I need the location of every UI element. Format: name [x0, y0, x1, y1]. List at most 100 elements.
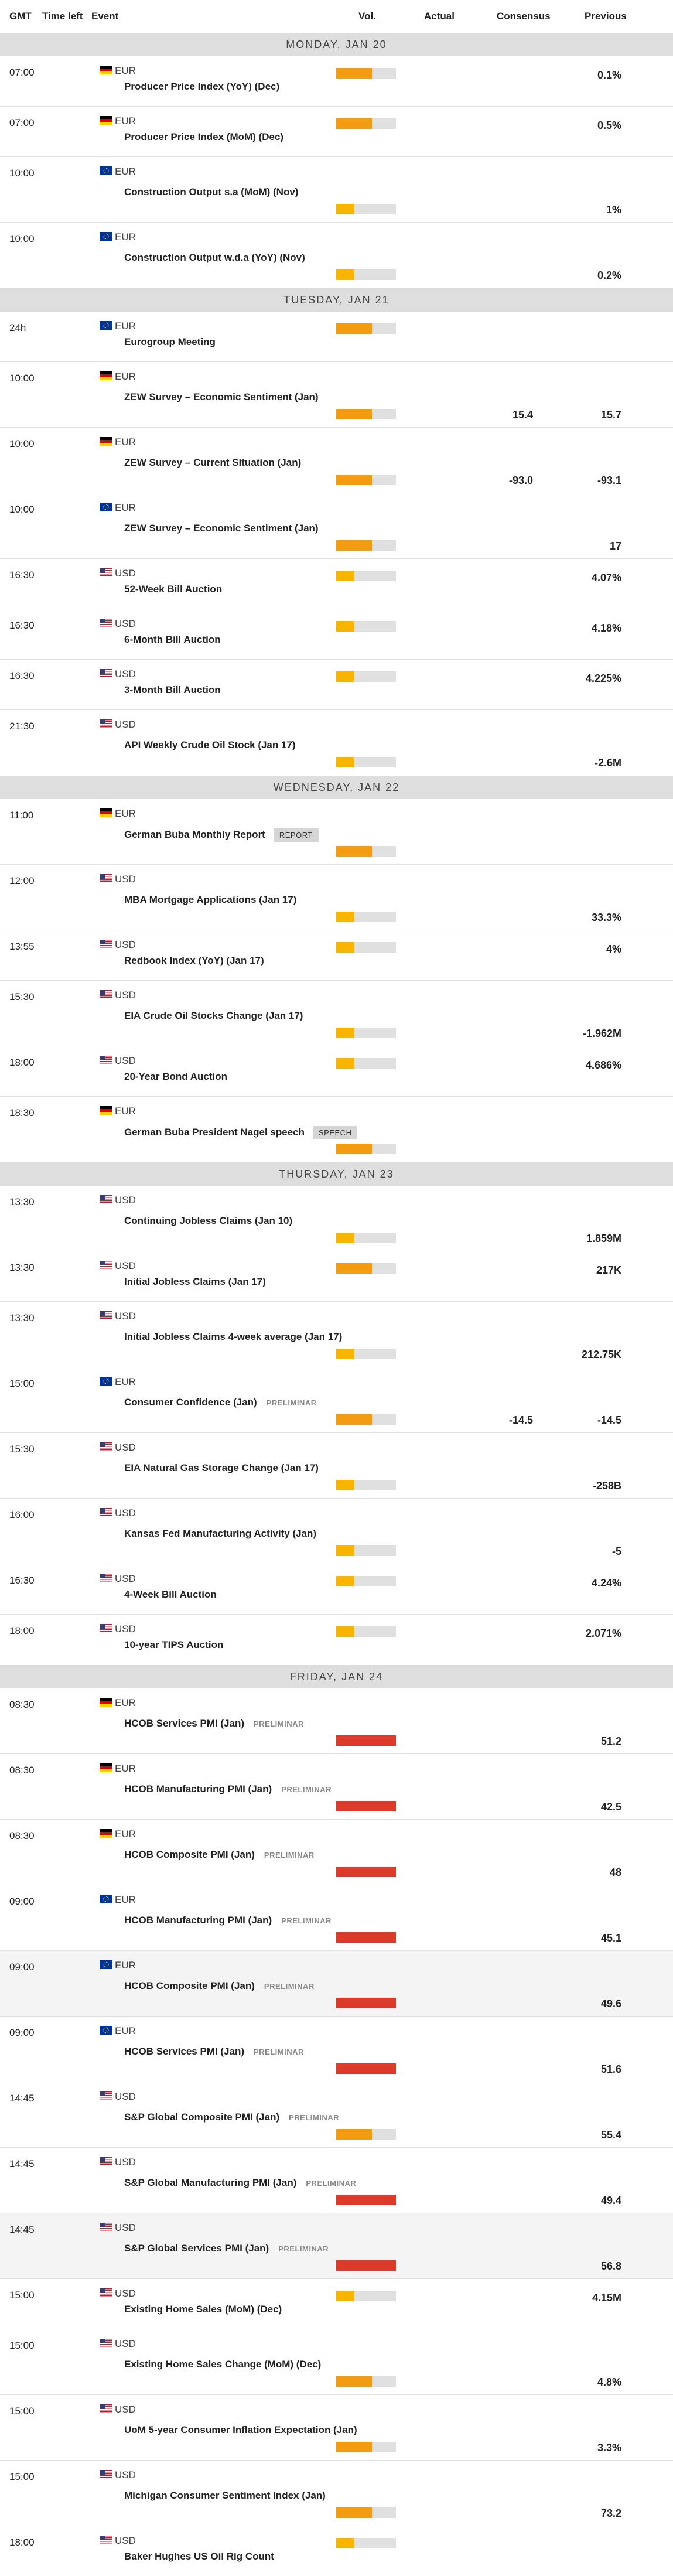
event-row[interactable]: 08:30 EUR HCOB Composite PMI (Jan) PRELIMIN…	[0, 1820, 673, 1885]
event-row[interactable]: 15:00 USD Existing Home Sales Change (MoM)…	[0, 2329, 673, 2395]
event-row[interactable]: 15:30 USD EIA Crude Oil Stocks Change (Jan…	[0, 981, 673, 1046]
event-row[interactable]: 18:30 EUR German Buba President Nagel spee…	[0, 1097, 673, 1162]
event-name-text[interactable]: Redbook Index (YoY) (Jan 17)	[124, 955, 264, 966]
event-name-text[interactable]: Producer Price Index (MoM) (Dec)	[124, 131, 284, 142]
event-name[interactable]: Continuing Jobless Claims (Jan 10)	[124, 1215, 292, 1227]
event-row[interactable]: 10:00 EUR ZEW Survey – Current Situation (…	[0, 428, 673, 493]
event-name-text[interactable]: Initial Jobless Claims (Jan 17)	[124, 1276, 266, 1287]
event-row[interactable]: 18:00 USD Baker Hughes US Oil Rig Count	[0, 2526, 673, 2576]
event-row[interactable]: 15:30 USD EIA Natural Gas Storage Change (…	[0, 1433, 673, 1499]
event-name[interactable]: Existing Home Sales (MoM) (Dec)	[124, 2304, 282, 2315]
header-actual[interactable]: Actual	[424, 11, 455, 22]
event-row[interactable]: 18:00 USD 10-year TIPS Auction 2.071%	[0, 1615, 673, 1664]
event-name-text[interactable]: S&P Global Composite PMI (Jan)	[124, 2111, 280, 2123]
event-row[interactable]: 14:45 USD S&P Global Composite PMI (Jan) PR…	[0, 2082, 673, 2148]
event-name-text[interactable]: 6-Month Bill Auction	[124, 634, 221, 645]
event-name[interactable]: HCOB Manufacturing PMI (Jan) PRELIMINAR	[124, 1915, 332, 1926]
event-name-text[interactable]: ZEW Survey – Current Situation (Jan)	[124, 457, 302, 468]
event-name[interactable]: Eurogroup Meeting	[124, 336, 216, 348]
event-name-text[interactable]: S&P Global Manufacturing PMI (Jan)	[124, 2177, 297, 2188]
header-vol[interactable]: Vol.	[358, 11, 376, 22]
event-name[interactable]: Kansas Fed Manufacturing Activity (Jan)	[124, 1528, 316, 1540]
event-name-text[interactable]: Initial Jobless Claims 4-week average (J…	[124, 1331, 343, 1342]
event-row[interactable]: 16:30 USD 52-Week Bill Auction 4.07%	[0, 559, 673, 609]
event-name[interactable]: EIA Crude Oil Stocks Change (Jan 17)	[124, 1010, 303, 1022]
event-row[interactable]: 24h EUR Eurogroup Meeting	[0, 312, 673, 362]
event-name-text[interactable]: Continuing Jobless Claims (Jan 10)	[124, 1215, 293, 1226]
event-name[interactable]: HCOB Composite PMI (Jan) PRELIMINAR	[124, 1849, 315, 1861]
event-name[interactable]: 6-Month Bill Auction	[124, 634, 221, 646]
event-name[interactable]: 3-Month Bill Auction	[124, 684, 221, 696]
event-name[interactable]: S&P Global Manufacturing PMI (Jan) PRELIM…	[124, 2177, 356, 2189]
event-name-text[interactable]: ZEW Survey – Economic Sentiment (Jan)	[124, 523, 319, 534]
event-row[interactable]: 16:00 USD Kansas Fed Manufacturing Activit…	[0, 1499, 673, 1564]
event-row[interactable]: 13:30 USD Initial Jobless Claims (Jan 17) 2…	[0, 1251, 673, 1302]
event-name-text[interactable]: HCOB Composite PMI (Jan)	[124, 1849, 255, 1860]
event-name-text[interactable]: UoM 5-year Consumer Inflation Expectatio…	[124, 2424, 357, 2435]
event-name[interactable]: Initial Jobless Claims (Jan 17)	[124, 1276, 266, 1288]
event-name[interactable]: HCOB Services PMI (Jan) PRELIMINAR	[124, 1718, 304, 1729]
event-name-text[interactable]: German Buba Monthly Report	[124, 829, 265, 840]
event-name-text[interactable]: HCOB Composite PMI (Jan)	[124, 1980, 255, 1991]
event-name[interactable]: MBA Mortgage Applications (Jan 17)	[124, 894, 296, 906]
event-name-text[interactable]: S&P Global Services PMI (Jan)	[124, 2243, 269, 2254]
event-name-text[interactable]: Construction Output w.d.a (YoY) (Nov)	[124, 252, 305, 263]
event-row[interactable]: 13:30 USD Initial Jobless Claims 4-week av…	[0, 1302, 673, 1367]
event-name[interactable]: Consumer Confidence (Jan) PRELIMINAR	[124, 1397, 317, 1408]
event-name[interactable]: Michigan Consumer Sentiment Index (Jan)	[124, 2490, 326, 2502]
event-row[interactable]: 14:45 USD S&P Global Manufacturing PMI (Ja…	[0, 2148, 673, 2213]
event-name[interactable]: ZEW Survey – Economic Sentiment (Jan)	[124, 523, 319, 534]
event-row[interactable]: 10:00 EUR Construction Output w.d.a (YoY) …	[0, 223, 673, 288]
event-name-text[interactable]: 3-Month Bill Auction	[124, 684, 221, 695]
event-name[interactable]: 52-Week Bill Auction	[124, 584, 222, 595]
event-name-text[interactable]: 20-Year Bond Auction	[124, 1071, 228, 1082]
header-time-left[interactable]: Time left	[42, 11, 83, 22]
event-name-text[interactable]: API Weekly Crude Oil Stock (Jan 17)	[124, 739, 296, 750]
event-name[interactable]: 4-Week Bill Auction	[124, 1589, 217, 1601]
event-row[interactable]: 13:30 USD Continuing Jobless Claims (Jan 1…	[0, 1186, 673, 1251]
event-row[interactable]: 16:30 USD 3-Month Bill Auction 4.225%	[0, 660, 673, 710]
event-name[interactable]: Baker Hughes US Oil Rig Count	[124, 2551, 274, 2563]
event-row[interactable]: 18:00 USD 20-Year Bond Auction 4.686%	[0, 1046, 673, 1097]
event-name[interactable]: Producer Price Index (MoM) (Dec)	[124, 131, 283, 143]
event-name-text[interactable]: EIA Natural Gas Storage Change (Jan 17)	[124, 1462, 319, 1473]
event-name-text[interactable]: Producer Price Index (YoY) (Dec)	[124, 81, 280, 92]
event-name-text[interactable]: Consumer Confidence (Jan)	[124, 1397, 257, 1408]
event-row[interactable]: 15:00 USD Michigan Consumer Sentiment Inde…	[0, 2461, 673, 2526]
event-name[interactable]: ZEW Survey – Current Situation (Jan)	[124, 457, 301, 469]
event-name-text[interactable]: HCOB Services PMI (Jan)	[124, 1718, 245, 1729]
event-name-text[interactable]: ZEW Survey – Economic Sentiment (Jan)	[124, 391, 319, 402]
event-row[interactable]: 11:00 EUR German Buba Monthly Report REPORT	[0, 799, 673, 865]
header-event[interactable]: Event	[91, 11, 119, 22]
event-name-text[interactable]: Eurogroup Meeting	[124, 336, 216, 347]
event-name[interactable]: Existing Home Sales Change (MoM) (Dec)	[124, 2359, 321, 2370]
event-row[interactable]: 12:00 USD MBA Mortgage Applications (Jan 1…	[0, 865, 673, 930]
event-name[interactable]: Initial Jobless Claims 4-week average (J…	[124, 1331, 342, 1343]
event-name-text[interactable]: HCOB Manufacturing PMI (Jan)	[124, 1783, 272, 1794]
event-row[interactable]: 16:30 USD 4-Week Bill Auction 4.24%	[0, 1564, 673, 1615]
event-row[interactable]: 21:30 USD API Weekly Crude Oil Stock (Jan …	[0, 710, 673, 775]
event-name[interactable]: UoM 5-year Consumer Inflation Expectatio…	[124, 2424, 357, 2436]
event-name-text[interactable]: Existing Home Sales Change (MoM) (Dec)	[124, 2359, 322, 2370]
event-name[interactable]: API Weekly Crude Oil Stock (Jan 17)	[124, 739, 296, 751]
event-name[interactable]: 10-year TIPS Auction	[124, 1639, 223, 1651]
header-consensus[interactable]: Consensus	[497, 11, 551, 22]
event-row[interactable]: 09:00 EUR HCOB Services PMI (Jan) PRELIMINA…	[0, 2017, 673, 2082]
event-name[interactable]: Construction Output w.d.a (YoY) (Nov)	[124, 252, 305, 264]
event-name-text[interactable]: EIA Crude Oil Stocks Change (Jan 17)	[124, 1010, 303, 1021]
event-name-text[interactable]: Construction Output s.a (MoM) (Nov)	[124, 186, 299, 197]
event-name[interactable]: HCOB Manufacturing PMI (Jan) PRELIMINAR	[124, 1783, 332, 1795]
event-name[interactable]: Producer Price Index (YoY) (Dec)	[124, 81, 279, 93]
event-row[interactable]: 07:00 EUR Producer Price Index (YoY) (Dec)…	[0, 56, 673, 107]
event-name[interactable]: Redbook Index (YoY) (Jan 17)	[124, 955, 264, 967]
event-row[interactable]: 10:00 EUR Construction Output s.a (MoM) (N…	[0, 157, 673, 223]
event-name[interactable]: Construction Output s.a (MoM) (Nov)	[124, 186, 298, 198]
event-name-text[interactable]: Baker Hughes US Oil Rig Count	[124, 2551, 274, 2562]
event-name[interactable]: S&P Global Services PMI (Jan) PRELIMINAR	[124, 2243, 329, 2254]
header-previous[interactable]: Previous	[585, 11, 627, 22]
event-name-text[interactable]: Existing Home Sales (MoM) (Dec)	[124, 2304, 282, 2315]
event-row[interactable]: 15:00 EUR Consumer Confidence (Jan) PRELIMI…	[0, 1367, 673, 1433]
event-name[interactable]: HCOB Services PMI (Jan) PRELIMINAR	[124, 2046, 304, 2058]
event-name[interactable]: German Buba Monthly Report REPORT	[124, 828, 319, 842]
event-name[interactable]: German Buba President Nagel speech SPEECH	[124, 1126, 358, 1139]
